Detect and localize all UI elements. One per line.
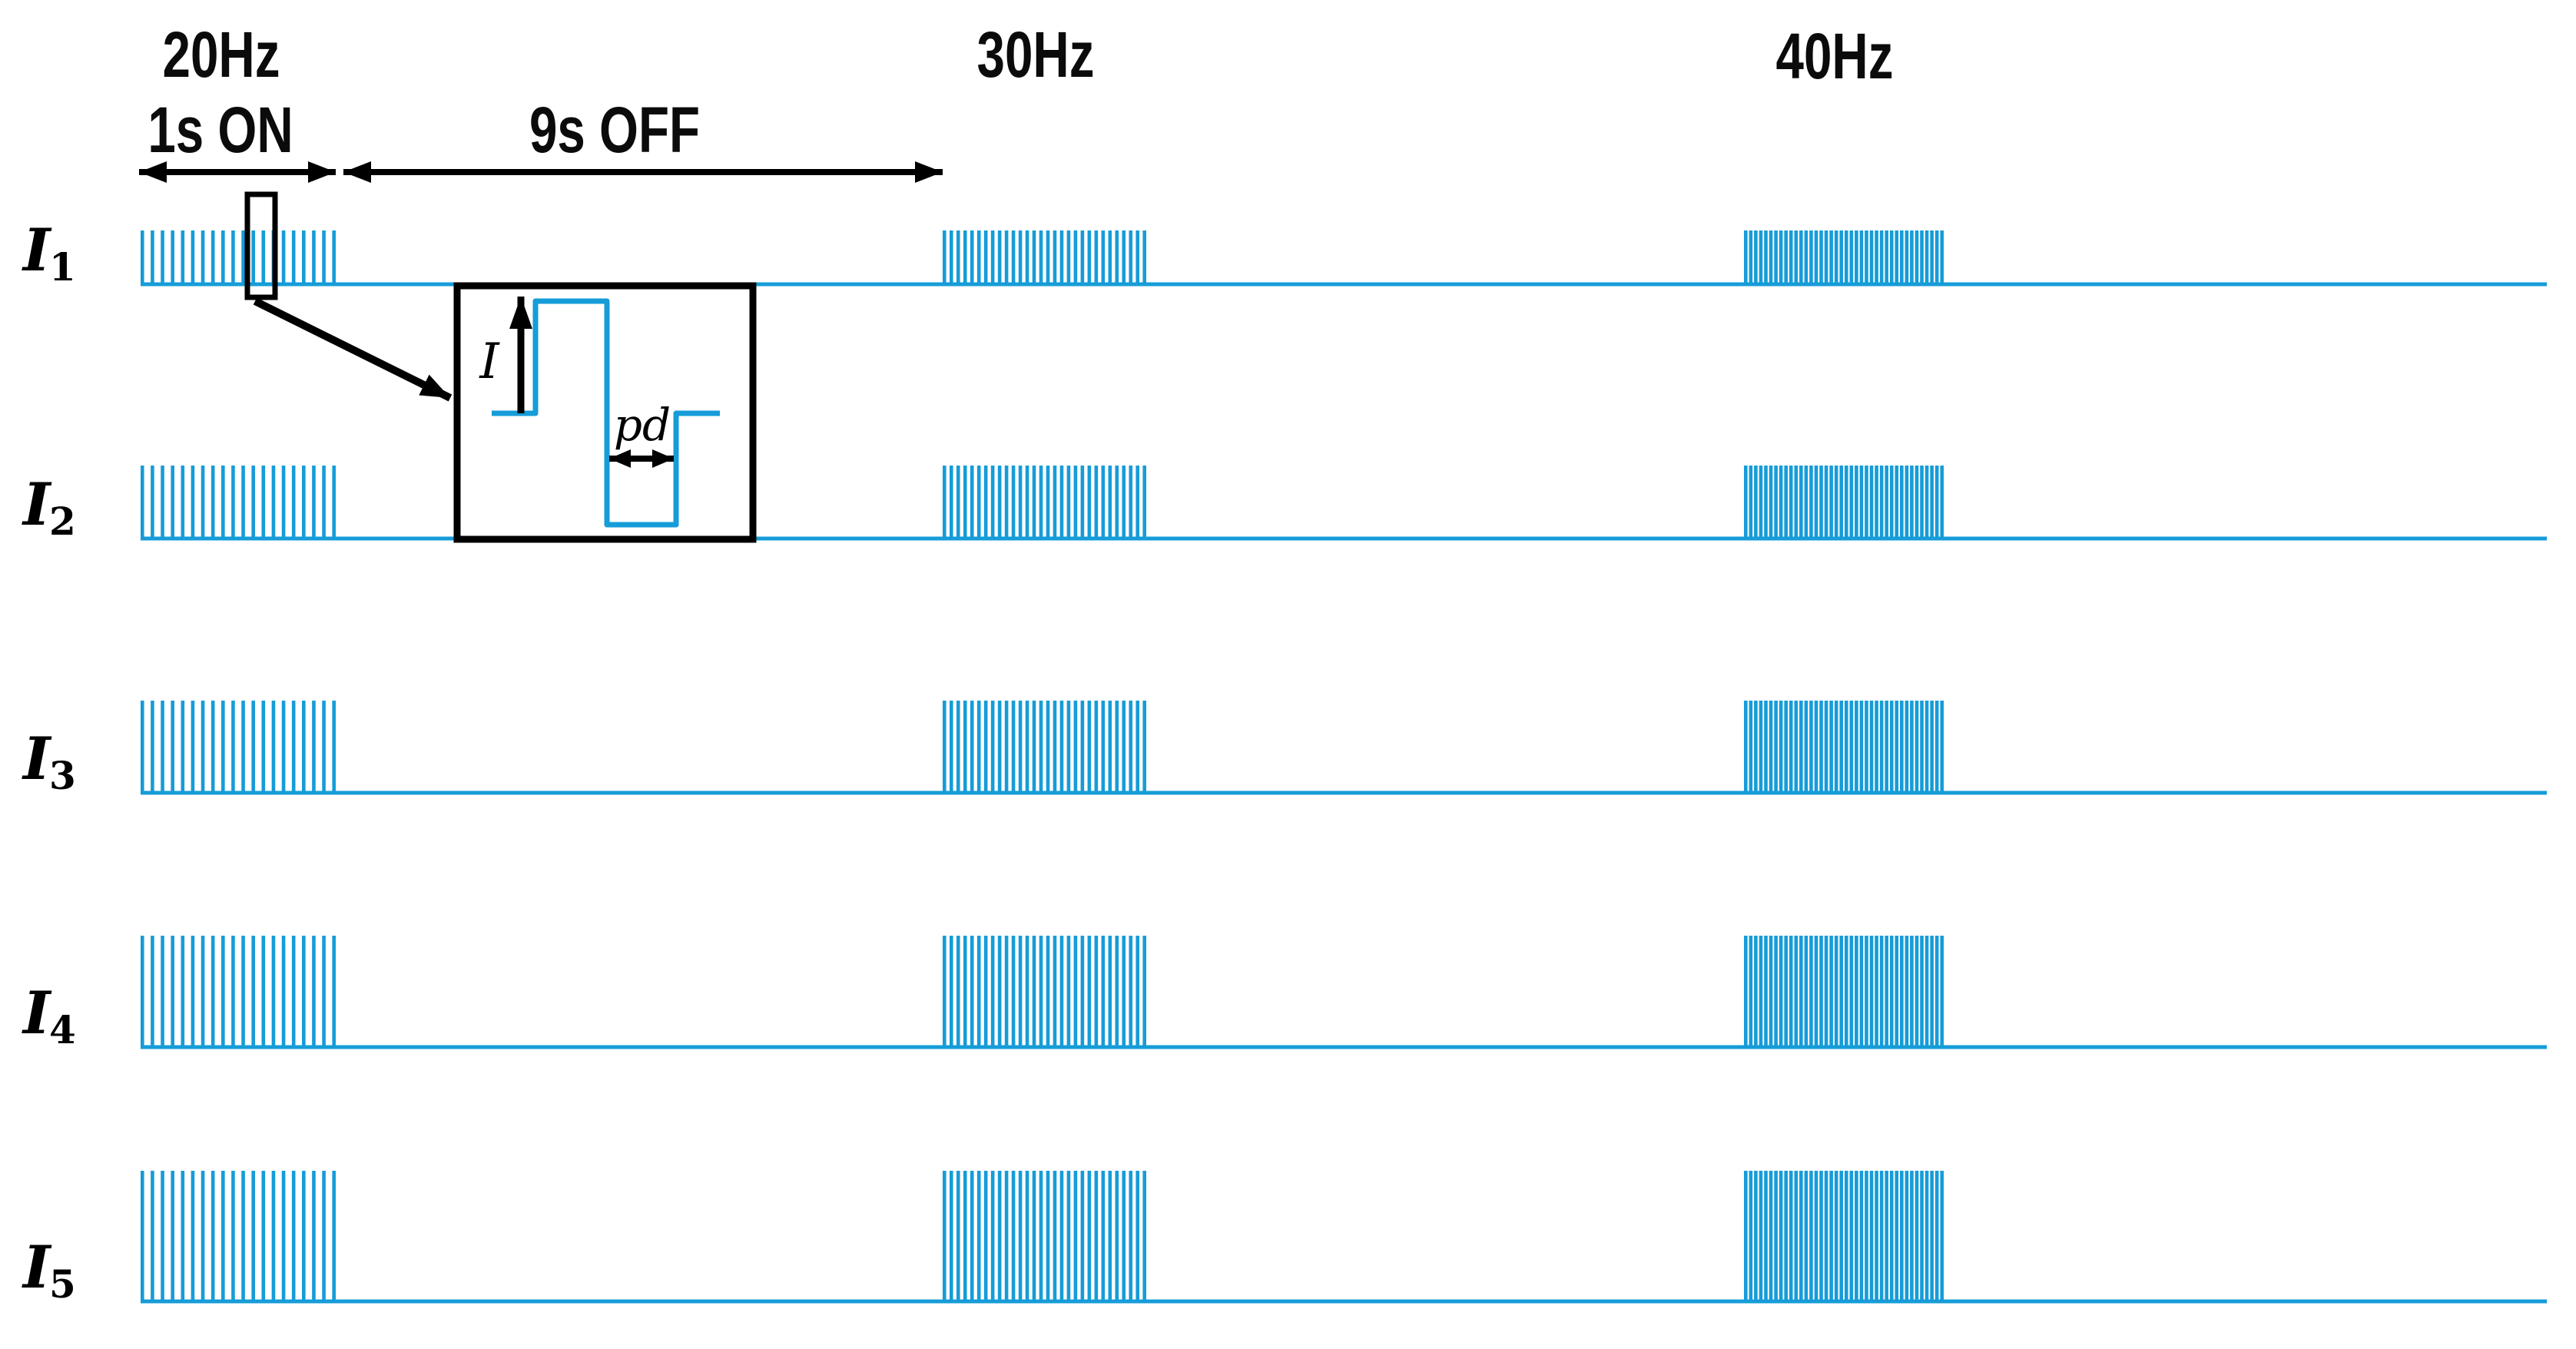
burst-20hz bbox=[141, 230, 337, 283]
duration-label-0: 1s ON bbox=[148, 94, 293, 166]
burst-40hz bbox=[1744, 1171, 1944, 1301]
amplitude-label: I bbox=[479, 333, 500, 390]
pulse-duration-arrow bbox=[609, 449, 674, 468]
amplitude-arrow bbox=[509, 297, 532, 413]
row-label-I2: I bbox=[22, 470, 52, 539]
duration-label-1: 9s OFF bbox=[529, 94, 700, 166]
arrowhead bbox=[652, 449, 674, 468]
row-label-subscript: 4 bbox=[49, 1007, 76, 1052]
arrowhead bbox=[609, 449, 631, 468]
row-label-I5: I bbox=[22, 1233, 52, 1301]
burst-20hz bbox=[141, 1171, 337, 1301]
on-span-arrow bbox=[139, 161, 336, 183]
pulse-duration-label: pd bbox=[614, 399, 671, 451]
burst-40hz bbox=[1744, 466, 1944, 538]
zoom-connector-arrow bbox=[253, 297, 453, 402]
arrow-shaft bbox=[253, 297, 453, 402]
freq-label-20hz: 20Hz bbox=[163, 18, 280, 91]
header-annotations: 20Hz 30Hz 40Hz 1s ON 9s OFF bbox=[139, 18, 1893, 183]
burst-20hz bbox=[141, 466, 337, 538]
row-label-subscript: 1 bbox=[49, 244, 76, 290]
arrowhead bbox=[509, 297, 532, 329]
arrowhead bbox=[308, 161, 336, 183]
freq-label-40hz: 40Hz bbox=[1776, 20, 1894, 92]
burst-40hz bbox=[1744, 936, 1944, 1046]
row-label-subscript: 3 bbox=[49, 753, 76, 798]
off-span-arrow bbox=[343, 161, 943, 183]
pulse-highlight-rect bbox=[244, 191, 278, 300]
burst-30hz bbox=[943, 230, 1146, 283]
row-label-I1: I bbox=[22, 216, 52, 284]
biphasic-pulse-waveform bbox=[492, 298, 720, 528]
row-label-I3: I bbox=[22, 724, 52, 793]
arrowhead bbox=[343, 161, 371, 183]
burst-20hz bbox=[141, 936, 337, 1046]
pulse-detail-inset: Ipd bbox=[453, 282, 757, 543]
row-I1: I1 bbox=[22, 216, 2547, 290]
freq-label-30hz: 30Hz bbox=[977, 18, 1095, 91]
arrowhead bbox=[419, 374, 450, 398]
burst-30hz bbox=[943, 466, 1146, 538]
row-I3: I3 bbox=[22, 701, 2547, 798]
row-I5: I5 bbox=[22, 1171, 2547, 1307]
row-label-subscript: 2 bbox=[49, 499, 76, 544]
burst-30hz bbox=[943, 936, 1146, 1046]
row-label-I4: I bbox=[22, 979, 52, 1047]
burst-40hz bbox=[1744, 230, 1944, 283]
burst-30hz bbox=[943, 701, 1146, 792]
row-label-subscript: 5 bbox=[49, 1261, 76, 1307]
row-I2: I2 bbox=[22, 466, 2547, 544]
arrowhead bbox=[915, 161, 943, 183]
row-I4: I4 bbox=[22, 936, 2547, 1052]
burst-30hz bbox=[943, 1171, 1146, 1301]
arrowhead bbox=[139, 161, 167, 183]
burst-20hz bbox=[141, 701, 337, 792]
burst-40hz bbox=[1744, 701, 1944, 792]
